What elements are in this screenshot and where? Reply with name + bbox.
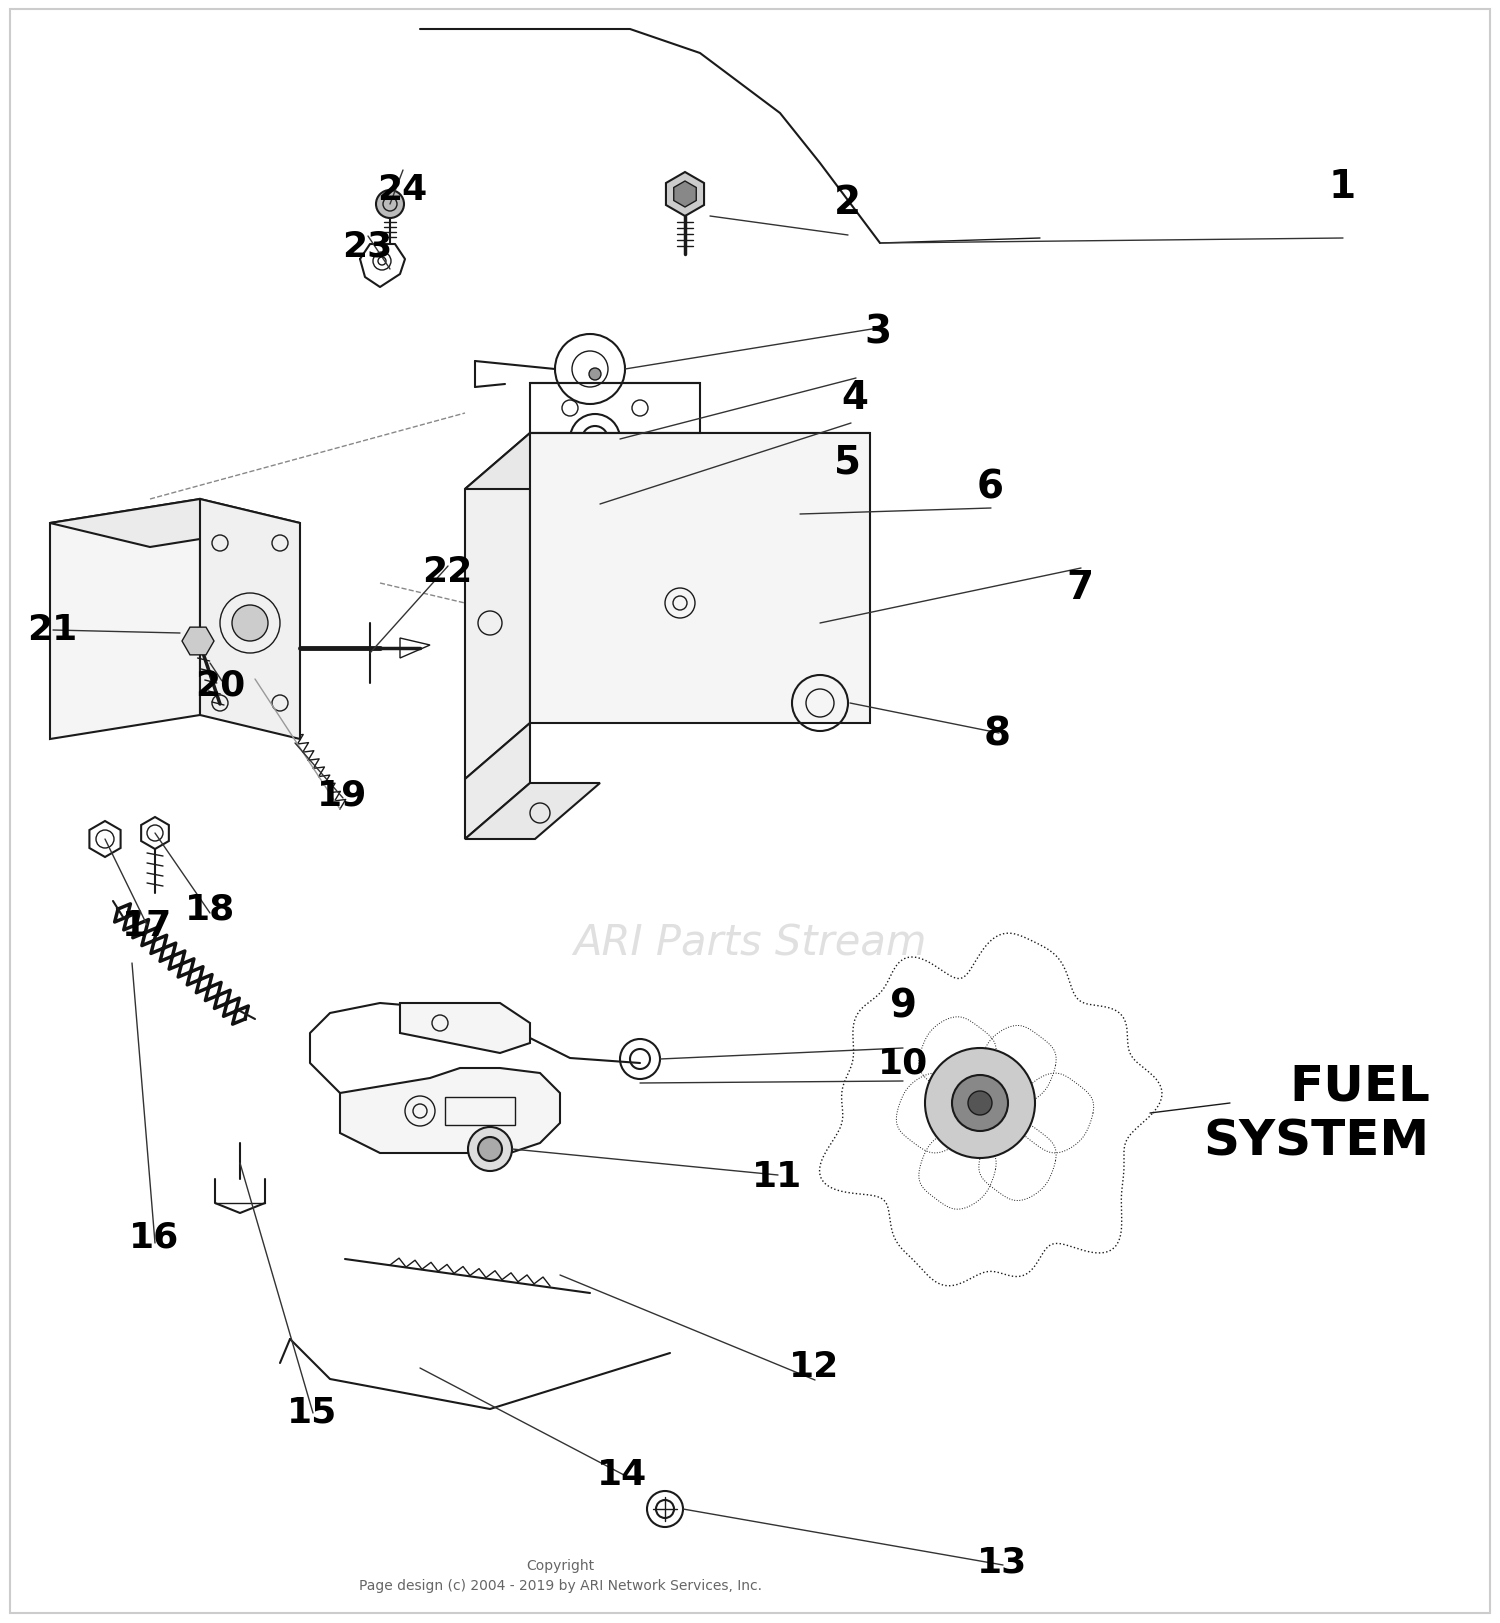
Text: 17: 17 [122, 909, 172, 941]
Text: 9: 9 [890, 987, 916, 1026]
Text: 12: 12 [789, 1350, 840, 1383]
Circle shape [376, 192, 404, 219]
Text: 5: 5 [834, 443, 861, 482]
Polygon shape [50, 500, 200, 740]
Text: 2: 2 [834, 183, 861, 222]
Polygon shape [50, 500, 300, 547]
Circle shape [968, 1091, 992, 1115]
Text: 8: 8 [984, 714, 1011, 753]
Polygon shape [530, 433, 870, 724]
Text: 4: 4 [842, 378, 868, 417]
Text: FUEL
SYSTEM: FUEL SYSTEM [1204, 1061, 1429, 1165]
Text: 11: 11 [752, 1160, 802, 1193]
Text: 14: 14 [597, 1457, 648, 1490]
Text: 16: 16 [129, 1220, 180, 1253]
Text: 13: 13 [976, 1545, 1028, 1578]
Text: 15: 15 [286, 1396, 338, 1428]
Circle shape [478, 1138, 502, 1162]
Polygon shape [666, 174, 704, 217]
Text: 21: 21 [27, 613, 78, 646]
Polygon shape [200, 500, 300, 740]
Bar [446, 1097, 514, 1125]
Text: Copyright
Page design (c) 2004 - 2019 by ARI Network Services, Inc.: Copyright Page design (c) 2004 - 2019 by… [358, 1558, 762, 1592]
Text: 10: 10 [878, 1047, 928, 1079]
Text: 20: 20 [195, 669, 246, 701]
Circle shape [926, 1048, 1035, 1159]
Circle shape [952, 1076, 1008, 1131]
Polygon shape [465, 784, 600, 839]
Text: 24: 24 [376, 174, 427, 206]
Polygon shape [465, 433, 530, 779]
Text: 7: 7 [1066, 568, 1094, 607]
Text: 6: 6 [976, 467, 1004, 506]
Text: ARI Parts Stream: ARI Parts Stream [573, 922, 927, 964]
Polygon shape [465, 433, 870, 490]
Circle shape [468, 1128, 512, 1172]
Polygon shape [465, 724, 530, 839]
Text: 23: 23 [342, 230, 393, 263]
Text: 22: 22 [422, 555, 472, 588]
Circle shape [590, 368, 602, 381]
Text: 1: 1 [1329, 167, 1356, 206]
Polygon shape [674, 182, 696, 208]
Text: 3: 3 [864, 313, 891, 352]
Polygon shape [400, 1003, 530, 1053]
Circle shape [232, 605, 268, 641]
Polygon shape [340, 1068, 560, 1154]
Polygon shape [182, 628, 214, 656]
Polygon shape [766, 498, 794, 531]
Text: 19: 19 [316, 779, 368, 812]
Text: 18: 18 [184, 893, 236, 925]
